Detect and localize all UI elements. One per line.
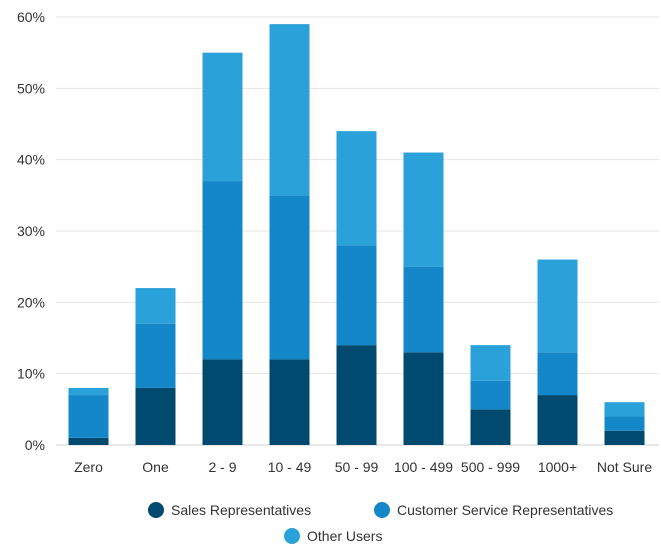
bar-segment	[202, 359, 243, 445]
y-axis-ticks: 0% 10% 20% 30% 40% 50% 60%	[17, 9, 45, 453]
x-tick-label: Not Sure	[597, 459, 652, 475]
x-tick-label: 2 - 9	[208, 459, 236, 475]
bar-segment	[537, 259, 578, 353]
y-tick-label: 50%	[17, 80, 45, 96]
legend-label: Other Users	[307, 528, 382, 544]
bar-segment	[403, 352, 444, 445]
bar-segment	[68, 437, 109, 445]
x-tick-label: 50 - 99	[335, 459, 379, 475]
legend-swatch	[374, 502, 390, 518]
bar-segment	[135, 387, 176, 445]
y-tick-label: 40%	[17, 152, 45, 168]
legend-swatch	[284, 528, 300, 544]
legend-item: Customer Service Representatives	[374, 502, 613, 518]
bar-segment	[604, 430, 645, 445]
y-tick-label: 10%	[17, 366, 45, 382]
bar-segment	[336, 131, 377, 246]
legend-item: Sales Representatives	[148, 502, 311, 518]
bar-segment	[470, 409, 511, 445]
x-axis-ticks: Zero One 2 - 9 10 - 49 50 - 99 100 - 499 500 -…	[74, 459, 652, 475]
bar-segment	[336, 345, 377, 445]
legend-label: Customer Service Representatives	[397, 502, 613, 518]
legend-label: Sales Representatives	[171, 502, 311, 518]
bar-segment	[403, 266, 444, 353]
y-tick-label: 0%	[25, 437, 45, 453]
legend: Sales Representatives Customer Service Re…	[148, 502, 613, 544]
y-tick-label: 30%	[17, 223, 45, 239]
bar-segment	[537, 395, 578, 445]
x-tick-label: One	[142, 459, 169, 475]
y-tick-label: 60%	[17, 9, 45, 25]
bar-segment	[269, 359, 310, 445]
bar-segment	[202, 52, 243, 182]
bar-segment	[135, 323, 176, 388]
bar-segment	[470, 345, 511, 381]
x-tick-label: 100 - 499	[394, 459, 453, 475]
legend-swatch	[148, 502, 164, 518]
y-tick-label: 20%	[17, 294, 45, 310]
bar-segment	[269, 195, 310, 360]
bar-segment	[537, 352, 578, 396]
bars	[68, 24, 645, 445]
bar-segment	[470, 380, 511, 410]
bar-segment	[135, 288, 176, 324]
bar-segment	[604, 402, 645, 417]
bar-segment	[202, 181, 243, 360]
bar-segment	[403, 152, 444, 267]
bar-segment	[604, 416, 645, 431]
bar-segment	[68, 387, 109, 396]
bar-segment	[336, 245, 377, 346]
legend-item: Other Users	[284, 528, 382, 544]
x-tick-label: 500 - 999	[461, 459, 520, 475]
x-tick-label: 10 - 49	[268, 459, 312, 475]
bar-segment	[68, 395, 109, 438]
bar-segment	[269, 24, 310, 196]
x-tick-label: Zero	[74, 459, 103, 475]
x-tick-label: 1000+	[538, 459, 577, 475]
